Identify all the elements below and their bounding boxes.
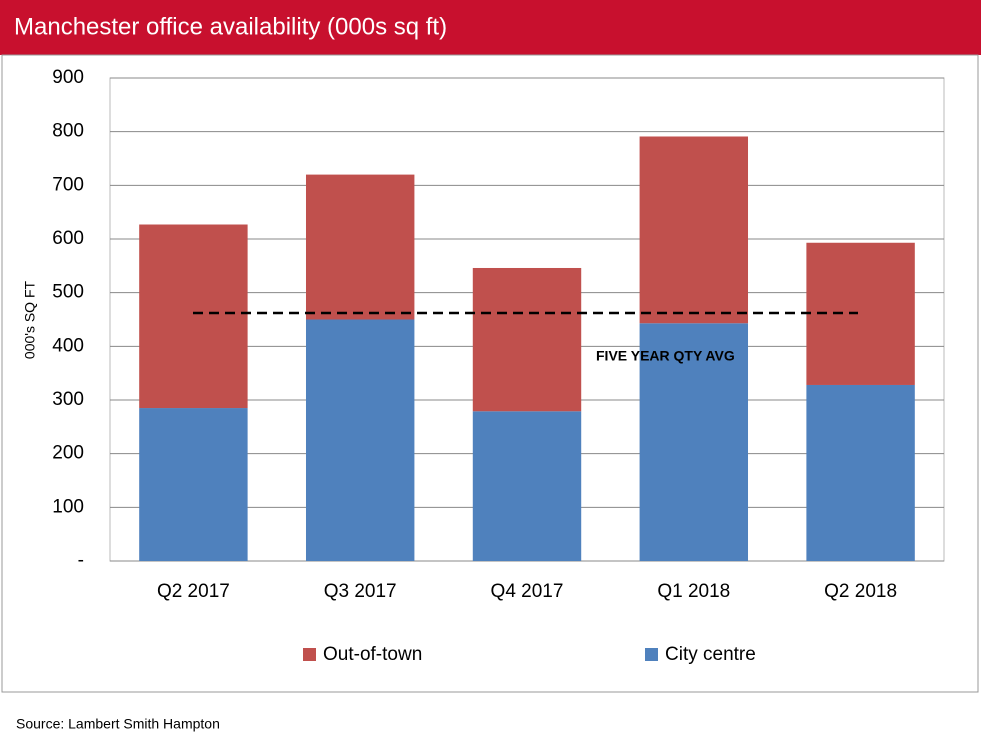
legend-label: Out-of-town	[323, 644, 422, 665]
bar-segment	[639, 323, 749, 561]
y-tick-label: 400	[52, 335, 84, 356]
bar-segment	[305, 319, 415, 561]
y-tick-label: 100	[52, 496, 84, 517]
bar-segment	[139, 224, 248, 409]
legend-label: City centre	[665, 644, 756, 665]
x-tick-label: Q1 2018	[657, 581, 730, 602]
bar-segment	[639, 136, 749, 324]
legend-swatch	[645, 648, 658, 661]
y-axis-label: 000's SQ FT	[22, 280, 38, 359]
y-tick-label: 800	[52, 121, 84, 142]
y-tick-label: 600	[52, 228, 84, 249]
legend-swatch	[303, 648, 316, 661]
bar-segment	[305, 174, 415, 320]
average-label: FIVE YEAR QTY AVG	[596, 348, 735, 364]
header-bar	[0, 0, 981, 55]
y-tick-label: 200	[52, 443, 84, 464]
y-tick-label: 700	[52, 174, 84, 195]
x-tick-label: Q2 2018	[824, 581, 897, 602]
y-tick-label: 900	[52, 67, 84, 88]
x-tick-label: Q4 2017	[491, 581, 564, 602]
x-tick-label: Q2 2017	[157, 581, 230, 602]
y-tick-label: 500	[52, 282, 84, 303]
y-tick-label: -	[78, 550, 84, 571]
bar-segment	[472, 267, 582, 412]
chart-title: Manchester office availability (000s sq …	[14, 13, 447, 40]
bar-segment	[139, 408, 248, 561]
y-tick-label: 300	[52, 389, 84, 410]
bar-segment	[806, 384, 915, 561]
source-note: Source: Lambert Smith Hampton	[16, 716, 220, 732]
bar-segment	[472, 411, 582, 561]
x-tick-label: Q3 2017	[324, 581, 397, 602]
